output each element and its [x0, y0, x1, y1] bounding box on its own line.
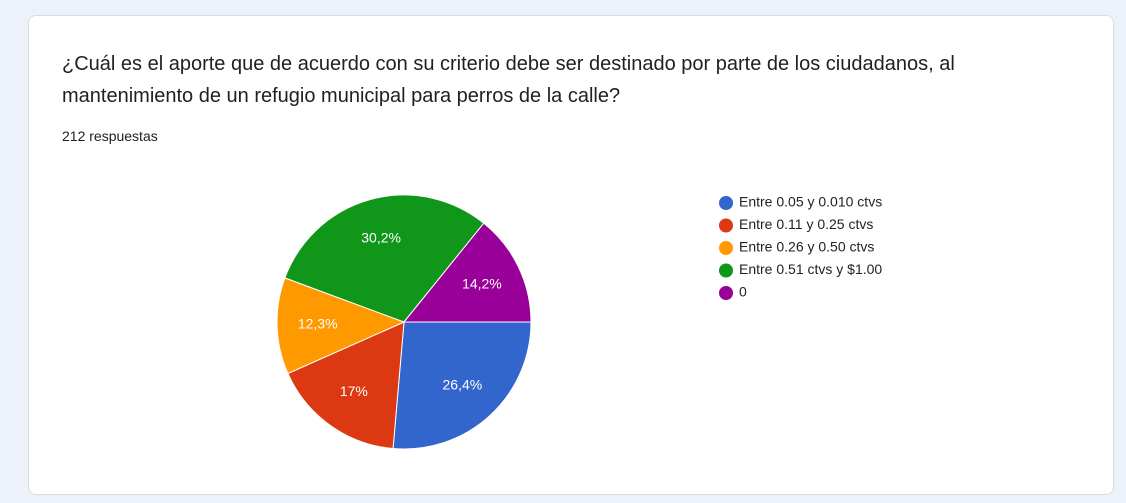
question-card: ¿Cuál es el aporte que de acuerdo con su…: [28, 15, 1114, 495]
pie-slice: [402, 222, 532, 323]
legend-label: Entre 0.05 y 0.010 ctvs: [739, 194, 882, 210]
slice-label: 12,3%: [298, 315, 338, 331]
slice-label: 26,4%: [443, 376, 483, 392]
legend-swatch: [719, 196, 733, 210]
legend-label: Entre 0.51 ctvs y $1.00: [739, 261, 882, 277]
legend-swatch: [719, 286, 733, 300]
legend-swatch: [719, 263, 733, 278]
slice-label: 14,2%: [462, 275, 502, 291]
legend-label: Entre 0.11 y 0.25 ctvs: [739, 216, 873, 232]
legend-label: Entre 0.26 y 0.50 ctvs: [739, 239, 874, 255]
legend-swatch: [719, 218, 733, 233]
legend-swatch: [719, 241, 733, 255]
response-count: 212 respuestas: [62, 128, 158, 144]
slice-label: 30,2%: [361, 229, 401, 245]
slice-label: 17%: [340, 383, 368, 399]
pie-slice: [276, 277, 406, 375]
pie-slice: [284, 194, 485, 323]
pie-slice: [287, 321, 405, 450]
pie-slice: [392, 321, 532, 450]
legend-label: 0: [739, 284, 747, 300]
question-title: ¿Cuál es el aporte que de acuerdo con su…: [62, 53, 955, 107]
